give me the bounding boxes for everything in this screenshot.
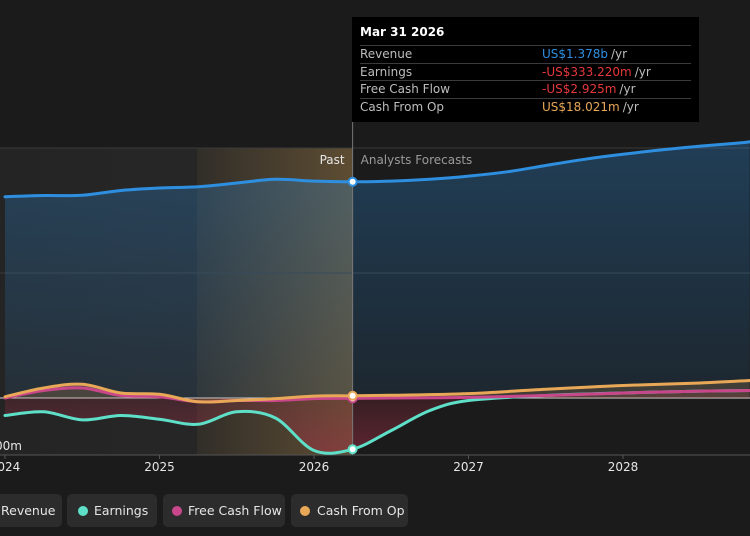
- tooltip: Mar 31 2026 Revenue US$1.378b/yr Earning…: [352, 17, 699, 122]
- legend-item-cash-from-op[interactable]: Cash From Op: [291, 494, 408, 527]
- tooltip-unit: /yr: [622, 99, 639, 114]
- tooltip-label: Revenue: [360, 47, 413, 61]
- tooltip-value: -US$2.925m: [542, 82, 617, 96]
- revenue-line: [3, 140, 750, 199]
- revenue-area: [5, 141, 750, 399]
- tooltip-date: Mar 31 2026: [360, 25, 445, 39]
- legend-label: Revenue: [1, 503, 56, 518]
- legend-label: Free Cash Flow: [188, 503, 282, 518]
- tooltip-value: US$18.021m: [542, 99, 620, 114]
- tooltip-unit: /yr: [611, 47, 628, 61]
- x-tick-label: 2025: [144, 460, 175, 474]
- y-tick-label: -US$400m: [0, 439, 22, 453]
- tooltip-row-revenue: Revenue US$1.378b/yr: [360, 45, 691, 63]
- legend-label: Earnings: [94, 503, 149, 518]
- x-tick-label: 2027: [453, 460, 484, 474]
- cash-from-op-area: [5, 380, 750, 403]
- tooltip-unit: /yr: [634, 64, 651, 79]
- revenue-marker: [347, 176, 358, 187]
- legend-dot-earnings-icon: [78, 505, 88, 516]
- tooltip-value: -US$333.220m: [542, 64, 632, 79]
- legend-item-revenue[interactable]: Revenue: [0, 494, 62, 527]
- x-tick-label: 2026: [299, 460, 330, 474]
- tooltip-label: Free Cash Flow: [360, 82, 451, 96]
- x-tick-label: 2028: [608, 460, 639, 474]
- tooltip-row-earnings: Earnings -US$333.220m/yr: [360, 62, 691, 81]
- legend-label: Cash From Op: [317, 503, 405, 518]
- tooltip-row-free-cash-flow: Free Cash Flow -US$2.925m/yr: [360, 80, 691, 98]
- free-cash-flow-line: [3, 386, 750, 404]
- past-label: Past: [320, 153, 345, 167]
- legend-dot-cash-from-op-icon: [300, 505, 310, 516]
- earnings-marker: [347, 444, 358, 455]
- tooltip-label: Earnings: [360, 64, 413, 79]
- x-tick-label: 2024: [0, 460, 20, 474]
- tooltip-label: Cash From Op: [360, 99, 445, 114]
- earnings-area: [5, 390, 750, 454]
- legend-dot-free-cash-flow-icon: [172, 505, 182, 516]
- tooltip-unit: /yr: [619, 82, 636, 96]
- tooltip-value: US$1.378b: [542, 47, 609, 61]
- legend-item-earnings[interactable]: Earnings: [67, 494, 157, 527]
- cash-from-op-line: [3, 379, 750, 404]
- legend-item-free-cash-flow[interactable]: Free Cash Flow: [163, 494, 285, 527]
- forecast-label: Analysts Forecasts: [361, 153, 473, 167]
- tooltip-row-cash-from-op: Cash From Op US$18.021m/yr: [360, 97, 691, 116]
- cash-from-op-marker: [347, 390, 358, 401]
